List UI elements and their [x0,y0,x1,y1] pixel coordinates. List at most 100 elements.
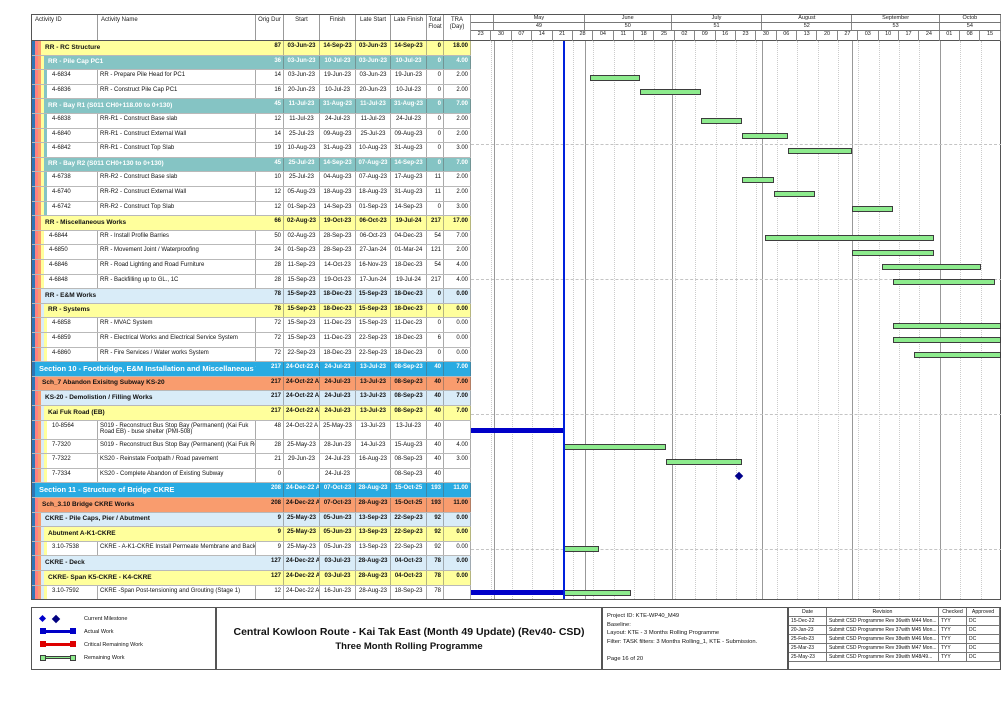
cell: 0.00 [444,289,471,303]
activity-id-cell: 4-6838 [32,114,98,128]
hierarchy-stripe [41,318,44,332]
cell: 25-May-23 [284,512,320,527]
cell: 66 [256,216,284,230]
cell: 24-Jul-23 [320,114,356,128]
hierarchy-stripe [41,128,44,143]
cell: 72 [256,347,284,362]
cell: 127 [256,556,284,570]
week-grid-line [858,41,860,599]
column-header: Late Finish [391,15,427,40]
timeline-week-cell: 13 [797,31,818,41]
cell: 05-Jun-23 [320,541,356,556]
footer: Current Milestone Actual Work Critical R… [31,607,1001,670]
week-grid-line [491,41,493,599]
hierarchy-stripe [41,114,44,128]
cell: 78 [256,289,284,303]
cell: 13-Jul-23 [356,406,391,420]
group-band-label: Abutment A-K1-CKRE [48,529,116,537]
revision-row: 25-May-23 Submit CSD Programme Rev 39with… [789,653,1000,663]
hierarchy-stripe [35,420,38,439]
hierarchy-stripe [38,157,41,172]
hierarchy-stripe [44,143,47,157]
hierarchy-stripe [38,143,41,157]
cell: 40 [427,468,444,483]
cell: 0 [427,201,444,216]
cell: 11-Sep-23 [284,260,320,274]
hierarchy-stripe [32,274,35,289]
hierarchy-stripe [41,406,44,420]
cell: 78 [427,571,444,585]
cell: 25-May-23 [320,420,356,439]
group-band-row: Kai Fuk Road (EB) 217 24-Oct-22 A 24-Jul-23… [32,406,471,421]
cell: 04-Dec-23 [391,230,427,245]
cell: 2.00 [444,187,471,201]
gantt-bar-remaining [701,118,742,125]
cell: 25-May-23 [284,541,320,556]
cell: 0 [427,318,444,332]
group-band-label: CKRE - Deck [45,558,85,566]
activity-name-cell: RR-R2 - Construct Base slab [98,172,256,186]
cell: 3.00 [444,143,471,157]
cell: 14-Sep-23 [391,201,427,216]
week-grid-line [980,41,982,599]
cell: 19-Jul-24 [391,216,427,230]
hierarchy-stripe [41,527,44,541]
cell: 14 [256,128,284,143]
hierarchy-stripe [32,541,35,556]
cell: 01-Mar-24 [391,245,427,259]
revision-cell: Submit CSD Programme Rev 39with M47 Mon.… [827,644,939,653]
cell: 3.00 [444,454,471,468]
page-subtitle: Three Month Rolling Programme [335,640,483,652]
gantt-bar-remaining [639,89,702,96]
gantt-body [471,41,1001,599]
timeline-month-cell: July [672,15,763,22]
cell: 3.00 [444,201,471,216]
cell: 0.00 [444,333,471,347]
cell: 20-Jun-23 [356,84,391,99]
cell: 31-Aug-23 [391,187,427,201]
cell: 78 [427,556,444,570]
cell: 16-Aug-23 [356,454,391,468]
activity-id-cell: 4-6836 [32,84,98,99]
cell: 25-May-23 [284,439,320,454]
cell: 10-Aug-23 [284,143,320,157]
cell: 14-Sep-23 [391,41,427,55]
hierarchy-stripe [32,172,35,186]
cell: 18-Dec-23 [320,347,356,362]
gantt-bar-remaining [852,205,894,212]
revision-cell: 20-Jan-23 [789,626,827,635]
cell: 07-Oct-23 [320,483,356,497]
week-grid-line [634,41,636,599]
timeline-week-cell: 30 [491,31,512,41]
table-row: 3.10-7538 CKRE - A-K1-CKRE Install Permea… [32,541,471,557]
hierarchy-stripe [38,187,41,201]
timeline-week-cell: 11 [614,31,634,41]
cell: 04-Aug-23 [320,172,356,186]
activity-id-cell: 4-6850 [32,245,98,259]
activity-id-cell: 4-6840 [32,128,98,143]
cell: 13-Jul-23 [356,376,391,391]
timeline-week-cell: 08 [960,31,981,41]
cell: 28-Sep-23 [320,245,356,259]
cell: 03-Jun-23 [284,70,320,84]
revision-cell: 25-Mar-23 [789,644,827,653]
cell: 18-Sep-23 [391,585,427,599]
cell: 19-Jun-23 [320,70,356,84]
table-row: 4-6844 RR - Install Profile Barries 50 02-A… [32,230,471,246]
legend-label: Current Milestone [84,615,128,622]
activity-name-cell: RR-R1 - Construct Base slab [98,114,256,128]
hierarchy-stripe [32,99,35,113]
group-band-row: Section 11 - Structure of Bridge CKRE 208… [32,483,471,498]
cell: 92 [427,541,444,556]
cell: 20-Jun-23 [284,84,320,99]
cell: 0.00 [444,347,471,362]
cell: 18-Aug-23 [320,187,356,201]
column-header: Total Float [427,15,444,40]
cell: 208 [256,498,284,512]
legend-item-milestone: Current Milestone [38,612,215,625]
activity-name-cell: KS20 - Complete Abandon of Existing Subw… [98,468,256,483]
cell: 9 [256,512,284,527]
hierarchy-stripe [44,318,47,332]
cell: 14-Sep-23 [391,157,427,172]
hierarchy-stripe [32,420,35,439]
